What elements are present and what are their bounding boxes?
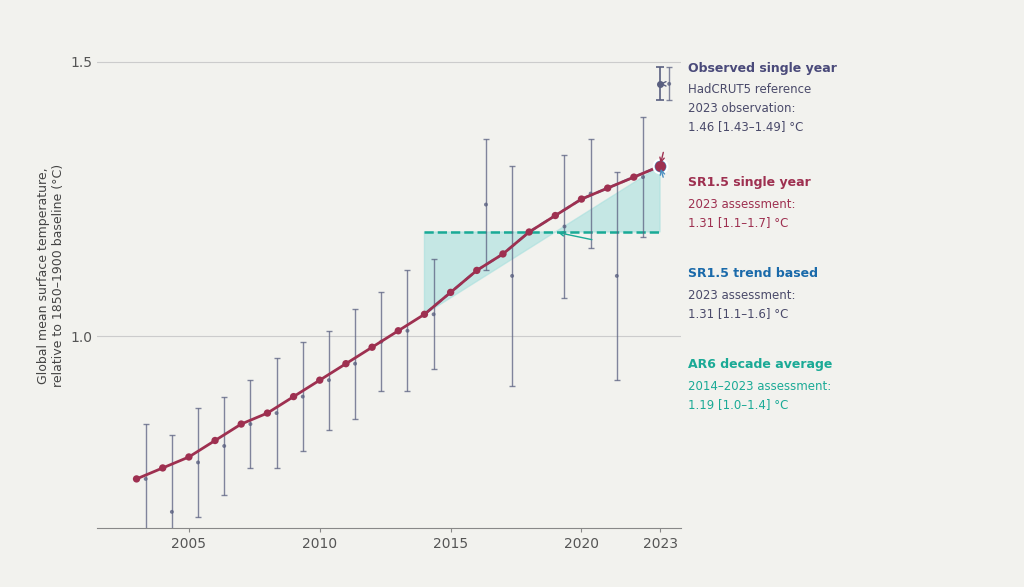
Point (583, 189, 599, 198)
Text: SR1.5 trend based: SR1.5 trend based (688, 267, 818, 280)
Point (478, 200, 495, 209)
Point (660, 79, 677, 89)
Point (216, 441, 232, 451)
Point (547, 211, 563, 220)
Point (338, 359, 354, 369)
Polygon shape (425, 166, 660, 314)
Point (347, 359, 364, 369)
Point (321, 376, 337, 385)
Point (243, 419, 259, 429)
Text: HadCRUT5 reference
2023 observation:
1.46 [1.43–1.49] °C: HadCRUT5 reference 2023 observation: 1.4… (688, 83, 811, 133)
Point (504, 271, 520, 281)
Point (417, 309, 433, 319)
Point (599, 183, 615, 193)
Point (295, 392, 311, 402)
Point (233, 419, 250, 429)
Point (207, 436, 223, 445)
Text: 2023 assessment:
1.31 [1.1–1.7] °C: 2023 assessment: 1.31 [1.1–1.7] °C (688, 198, 796, 230)
Text: SR1.5 single year: SR1.5 single year (688, 176, 811, 189)
Point (164, 507, 180, 517)
Point (652, 161, 669, 171)
Point (652, 161, 669, 171)
Y-axis label: Global mean surface temperature,
relative to 1850–1900 baseline (°C): Global mean surface temperature, relativ… (37, 164, 65, 387)
Text: AR6 decade average: AR6 decade average (688, 358, 833, 371)
Point (469, 266, 485, 275)
Point (635, 173, 651, 182)
Point (364, 343, 380, 352)
Point (128, 474, 144, 484)
Point (259, 409, 275, 418)
Point (573, 194, 590, 204)
Text: Observed single year: Observed single year (688, 62, 837, 75)
Point (556, 222, 572, 231)
Point (155, 463, 171, 473)
Text: 2023 assessment:
1.31 [1.1–1.6] °C: 2023 assessment: 1.31 [1.1–1.6] °C (688, 289, 796, 321)
Point (442, 288, 459, 297)
Point (399, 326, 416, 335)
Point (425, 309, 441, 319)
Point (189, 458, 206, 467)
Point (390, 326, 407, 335)
Point (373, 337, 389, 346)
Point (311, 376, 328, 385)
Point (626, 173, 642, 182)
Point (180, 452, 197, 461)
Point (608, 271, 625, 281)
Point (521, 227, 538, 237)
Point (495, 249, 511, 259)
Point (268, 409, 285, 418)
Text: 2014–2023 assessment:
1.19 [1.0–1.4] °C: 2014–2023 assessment: 1.19 [1.0–1.4] °C (688, 380, 831, 411)
Point (286, 392, 302, 402)
Point (652, 161, 669, 171)
Point (137, 474, 154, 484)
